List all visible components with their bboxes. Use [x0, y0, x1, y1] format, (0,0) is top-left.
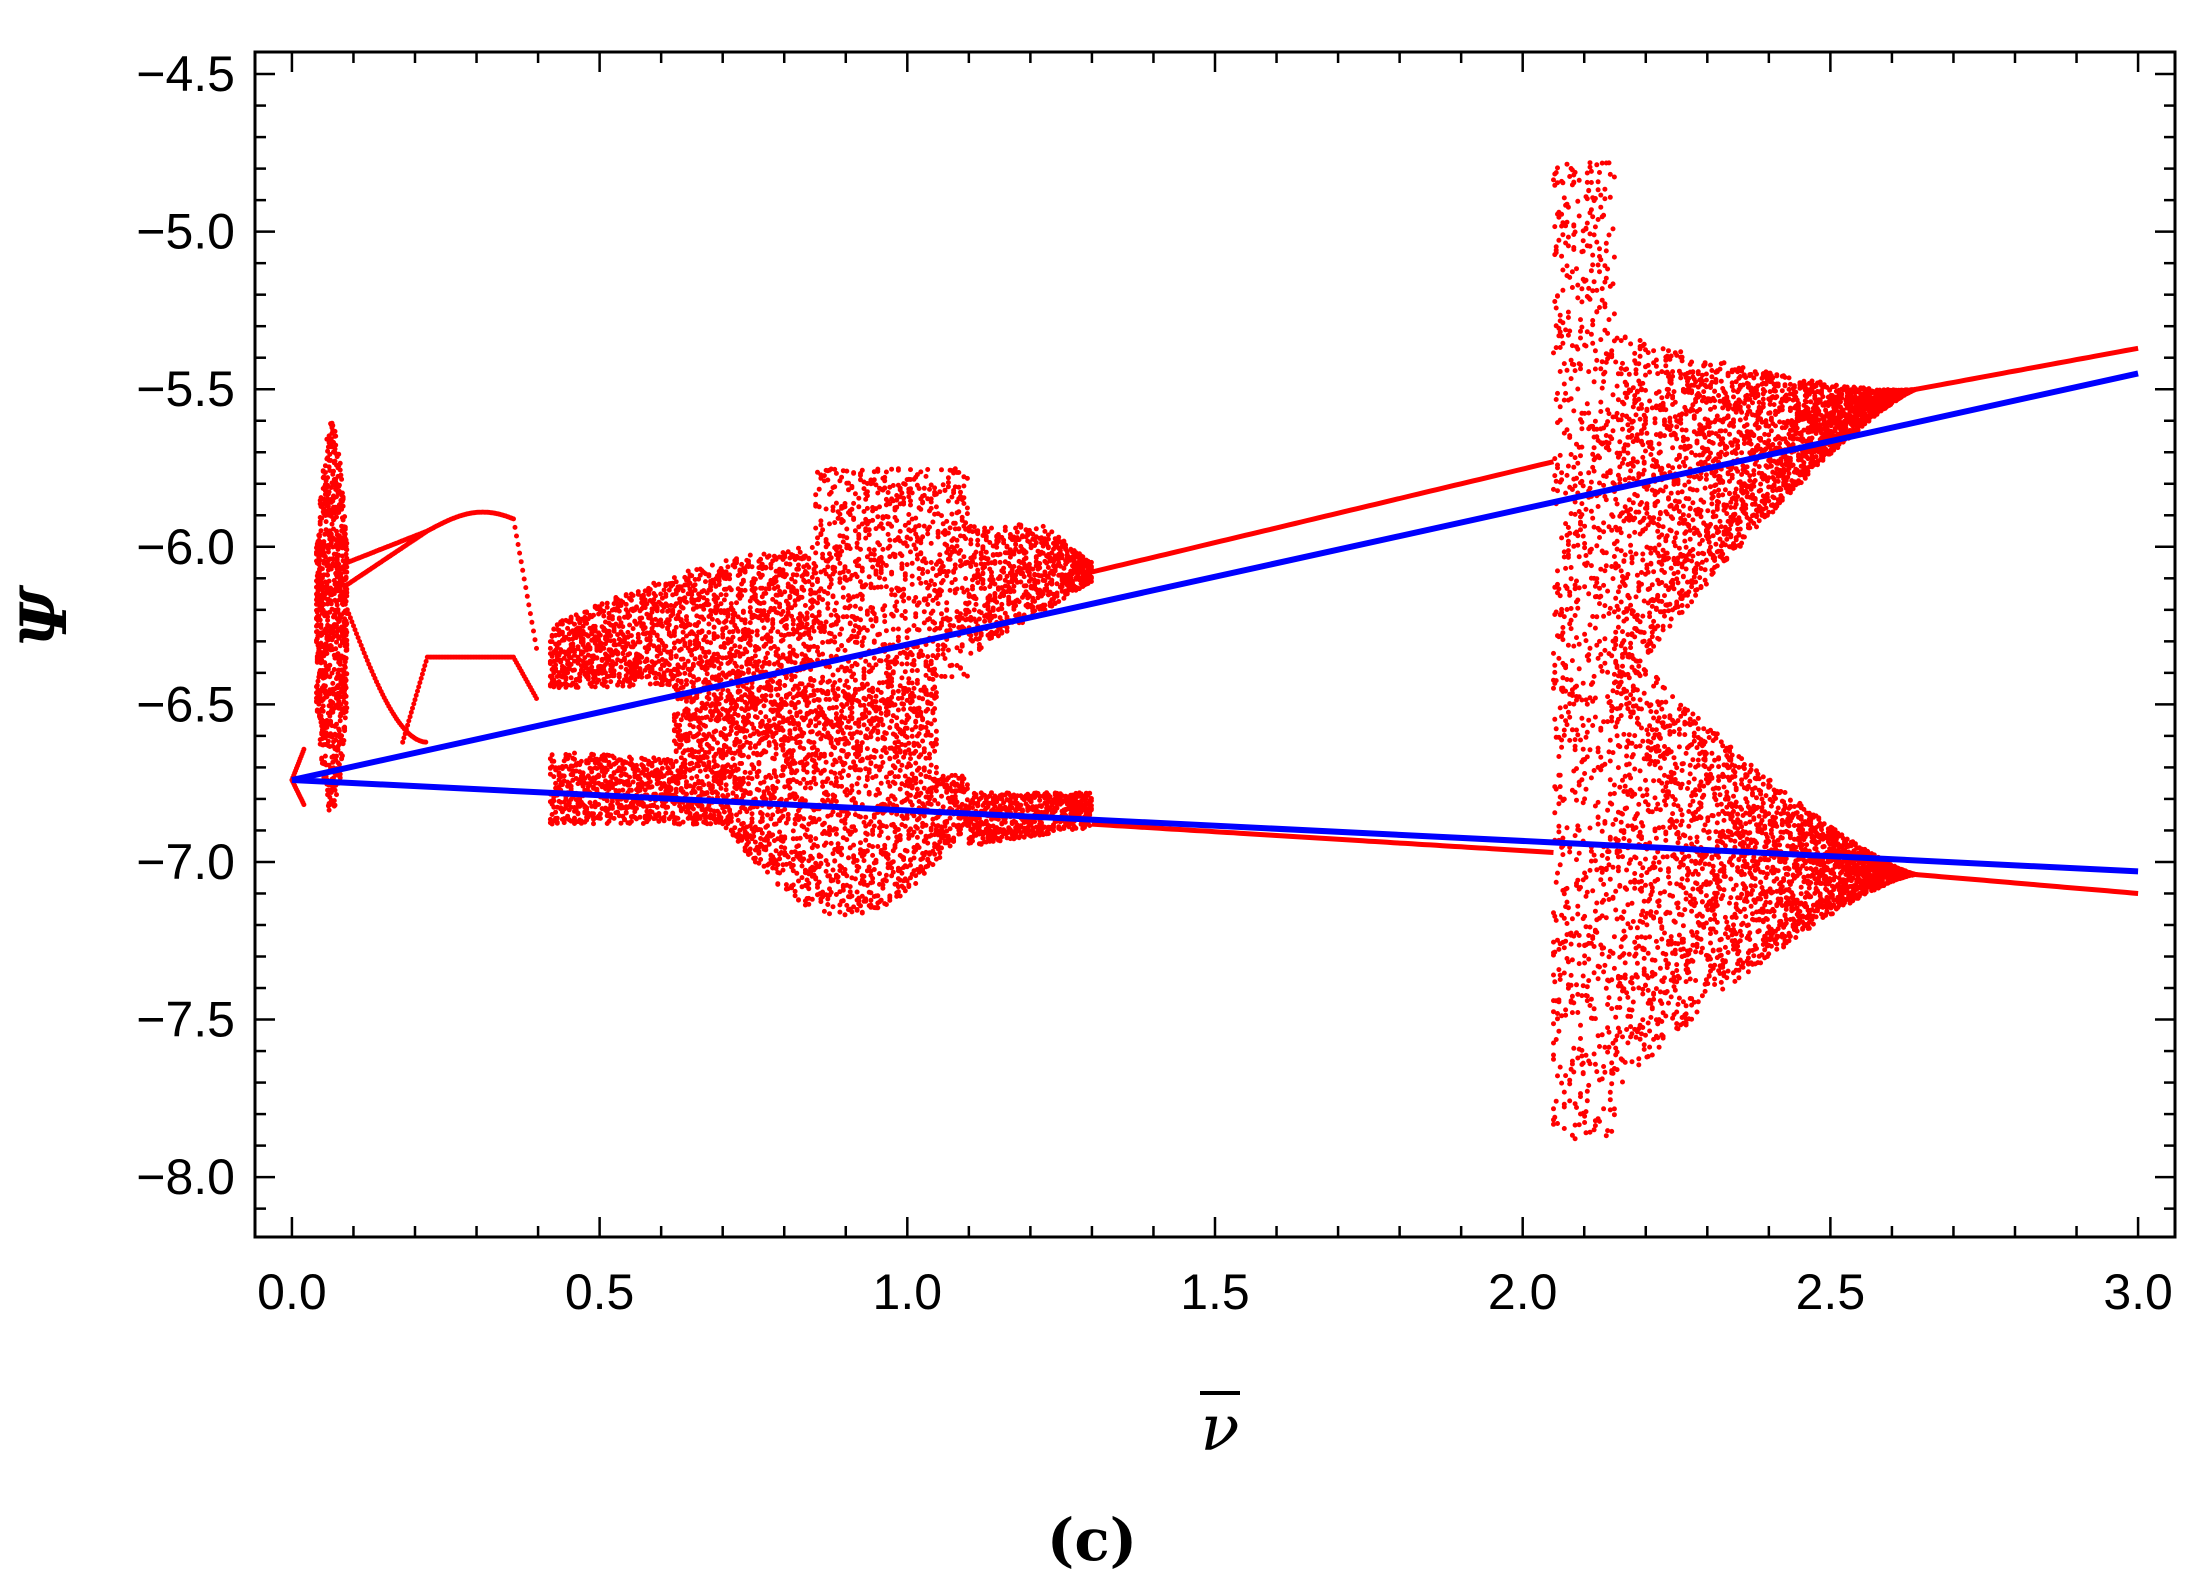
y-tick-label: −4.5: [136, 46, 235, 102]
x-tick-label: 2.5: [1796, 1264, 1866, 1320]
y-tick-label: −6.0: [136, 519, 235, 575]
plot-frame: [253, 50, 2177, 1239]
panel-label: (c): [1047, 1506, 1137, 1574]
fixed-point-line-lower: [291, 777, 2139, 875]
y-tick-label: −6.5: [136, 676, 235, 732]
x-tick-label: 3.0: [2103, 1264, 2173, 1320]
y-tick-label: −5.0: [136, 204, 235, 260]
y-tick-label: −8.0: [136, 1149, 235, 1205]
x-tick-label: 2.0: [1488, 1264, 1558, 1320]
axis-ticks: [255, 52, 2175, 1237]
data-layer: [289, 160, 2139, 1142]
x-tick-label: 1.0: [873, 1264, 943, 1320]
y-tick-label: −7.5: [136, 992, 235, 1048]
y-axis-label: Ψ: [7, 584, 82, 647]
y-tick-label: −5.5: [136, 361, 235, 417]
x-axis-label: ν: [1201, 1392, 1240, 1466]
y-tick-label: −7.0: [136, 834, 235, 890]
bifurcation-points: [289, 160, 1919, 1142]
x-tick-label: 0.5: [565, 1264, 635, 1320]
x-tick-label: 1.5: [1180, 1264, 1250, 1320]
axis-tick-labels: 0.0 0.5 1.0 1.5 2.0 2.5 3.0 −4.5 −5.0 −5.5 −6.0 −6.…: [136, 46, 2173, 1320]
bifurcation-branches: [1091, 345, 2139, 896]
x-tick-label: 0.0: [257, 1264, 327, 1320]
fixed-point-line-upper: [291, 370, 2139, 783]
